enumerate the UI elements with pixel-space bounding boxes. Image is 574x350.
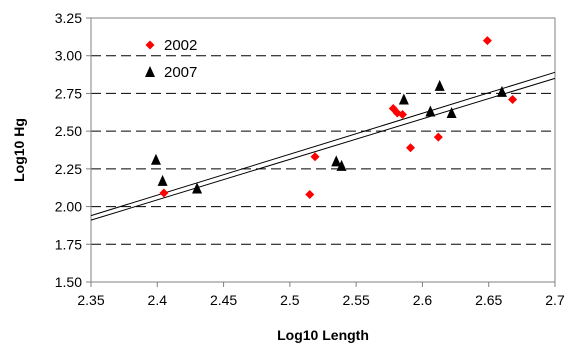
- y-axis-title: Log10 Hg: [11, 118, 27, 182]
- trend-lines: [90, 71, 556, 221]
- x-tick-label: 2.7: [545, 292, 565, 308]
- point-2002: [405, 143, 415, 153]
- point-2007: [496, 85, 507, 97]
- point-2007: [150, 153, 161, 165]
- tick-labels: 1.50 1.75 2.00 2.25 2.50 2.75 3.00 3.25 2.35 2.4 2…: [55, 10, 565, 308]
- x-tick-label: 2.35: [77, 292, 104, 308]
- y-tick-label: 1.50: [55, 274, 82, 290]
- point-2002: [310, 152, 320, 162]
- y-tick-label: 2.00: [55, 199, 82, 215]
- x-tick-label: 2.55: [343, 292, 370, 308]
- y-tick-label: 3.00: [55, 48, 82, 64]
- legend-marker-2007: [145, 66, 155, 77]
- x-tick-label: 2.6: [413, 292, 433, 308]
- point-2007: [398, 93, 409, 105]
- y-tick-label: 3.25: [55, 10, 82, 26]
- point-2007: [434, 79, 445, 91]
- data-points: [150, 36, 518, 200]
- point-2002: [305, 190, 315, 200]
- x-tick-label: 2.5: [280, 292, 300, 308]
- legend-marker-2002: [145, 40, 155, 50]
- point-2002: [433, 132, 443, 142]
- y-tick-label: 2.25: [55, 161, 82, 177]
- x-tick-label: 2.65: [475, 292, 502, 308]
- x-axis-title: Log10 Length: [277, 327, 369, 343]
- point-2007: [425, 105, 436, 117]
- y-tick-label: 2.75: [55, 85, 82, 101]
- point-2002: [398, 110, 408, 120]
- point-2002: [508, 94, 518, 104]
- point-2002: [159, 188, 169, 198]
- trend-line-2007: [90, 71, 556, 217]
- y-tick-label: 1.75: [55, 236, 82, 252]
- y-tick-label: 2.50: [55, 123, 82, 139]
- legend-label-2002: 2002: [164, 37, 197, 54]
- x-tick-label: 2.45: [210, 292, 237, 308]
- point-2007: [157, 174, 168, 186]
- legend-label-2007: 2007: [164, 64, 197, 81]
- point-2007: [336, 159, 347, 171]
- point-2007: [192, 182, 203, 194]
- point-2002: [482, 36, 492, 46]
- plot-area-frame: [90, 17, 556, 283]
- legend: 2002 2007: [145, 37, 197, 81]
- trend-line-2002: [90, 77, 556, 221]
- x-tick-label: 2.4: [148, 292, 168, 308]
- point-2007: [331, 155, 342, 167]
- gridlines: [91, 55, 555, 245]
- point-2007: [446, 107, 457, 119]
